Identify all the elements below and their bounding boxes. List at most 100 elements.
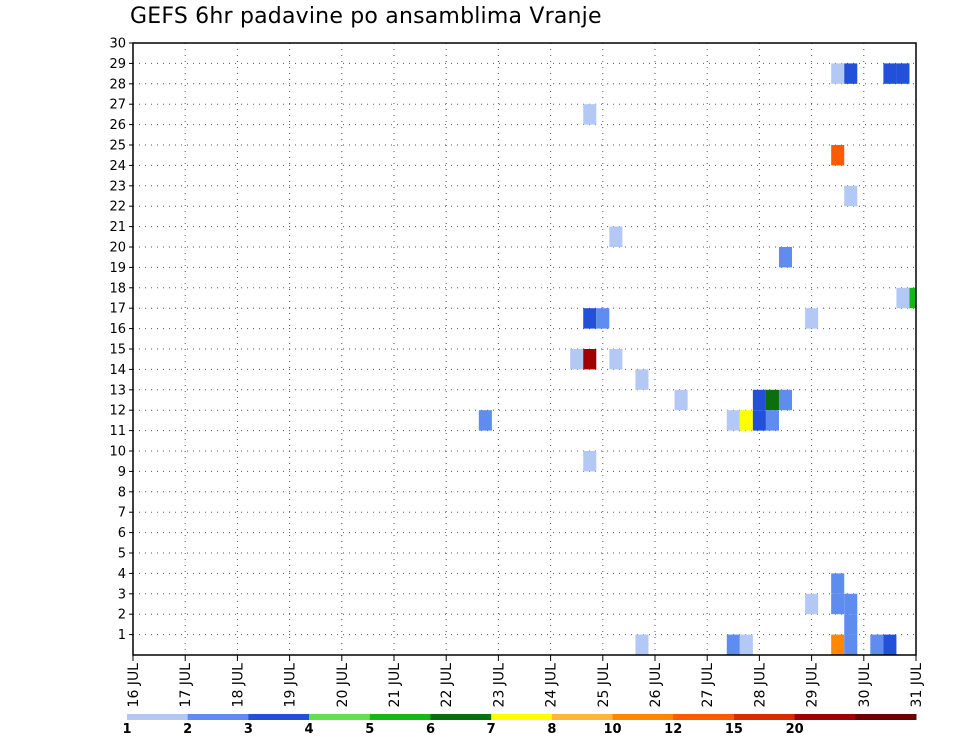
heatmap-cell bbox=[909, 288, 916, 308]
colorbar-segment bbox=[673, 714, 734, 720]
colorbar-segment bbox=[188, 714, 249, 720]
y-tick-label: 26 bbox=[109, 118, 126, 133]
colorbar-label: 1 bbox=[122, 722, 131, 737]
y-tick-label: 10 bbox=[109, 445, 126, 460]
plot-frame bbox=[133, 43, 916, 655]
x-tick-label: 22 JUL bbox=[439, 663, 455, 708]
y-tick-label: 17 bbox=[109, 302, 126, 317]
y-tick-label: 16 bbox=[109, 322, 126, 337]
heatmap-cell bbox=[883, 635, 896, 655]
colorbar: 1 2 3 4 5 6 7 8 10 12 15 20 bbox=[122, 714, 916, 737]
heatmap-cell bbox=[596, 308, 609, 328]
colorbar-label: 15 bbox=[725, 722, 743, 737]
colorbar-segment bbox=[552, 714, 613, 720]
colorbar-segment bbox=[370, 714, 431, 720]
x-tick-label: 25 JUL bbox=[596, 663, 612, 708]
heatmap-cell bbox=[740, 635, 753, 655]
heatmap-cell bbox=[896, 288, 909, 308]
colorbar-segment bbox=[430, 714, 491, 720]
colorbar-segment bbox=[734, 714, 795, 720]
y-tick-label: 7 bbox=[118, 506, 126, 521]
heatmap-cell bbox=[675, 390, 688, 410]
y-tick-label: 22 bbox=[109, 200, 126, 215]
heatmap-cell bbox=[831, 635, 844, 655]
heatmap-cell bbox=[635, 635, 648, 655]
heatmap-cell bbox=[635, 369, 648, 389]
heatmap-cell bbox=[583, 451, 596, 471]
colorbar-label: 7 bbox=[487, 722, 496, 737]
colorbar-label: 20 bbox=[786, 722, 804, 737]
heatmap-cell bbox=[766, 390, 779, 410]
colorbar-segment bbox=[491, 714, 552, 720]
colorbar-label: 6 bbox=[426, 722, 435, 737]
colorbar-label: 8 bbox=[547, 722, 556, 737]
y-tick-label: 6 bbox=[118, 526, 126, 541]
heatmap-cell bbox=[583, 104, 596, 124]
x-tick-label: 28 JUL bbox=[752, 663, 768, 708]
y-tick-label: 12 bbox=[109, 404, 126, 419]
y-tick-label: 14 bbox=[109, 363, 126, 378]
y-tick-label: 25 bbox=[109, 139, 126, 154]
colorbar-label: 3 bbox=[244, 722, 253, 737]
heatmap-cell bbox=[583, 308, 596, 328]
heatmap-cell bbox=[753, 410, 766, 430]
heatmap-cell bbox=[844, 186, 857, 206]
x-tick-label: 19 JUL bbox=[283, 663, 299, 708]
y-tick-label: 18 bbox=[109, 281, 126, 296]
heatmap-cell bbox=[583, 349, 596, 369]
y-tick-label: 2 bbox=[118, 608, 126, 623]
y-tick-label: 21 bbox=[109, 220, 126, 235]
colorbar-label: 5 bbox=[365, 722, 374, 737]
colorbar-label: 2 bbox=[183, 722, 192, 737]
y-tick-label: 15 bbox=[109, 343, 126, 358]
heatmap-cell bbox=[883, 63, 896, 83]
y-tick-label: 20 bbox=[109, 241, 126, 256]
y-tick-label: 9 bbox=[118, 465, 126, 480]
heatmap-cell bbox=[609, 349, 622, 369]
colorbar-label: 10 bbox=[603, 722, 621, 737]
heatmap-cell bbox=[740, 410, 753, 430]
colorbar-label: 12 bbox=[664, 722, 682, 737]
colorbar-label: 4 bbox=[305, 722, 314, 737]
colorbar-segment bbox=[309, 714, 370, 720]
y-tick-label: 3 bbox=[118, 587, 126, 602]
x-tick-label: 30 JUL bbox=[857, 663, 873, 708]
y-tick-label: 27 bbox=[109, 98, 126, 113]
heatmap-cell bbox=[753, 390, 766, 410]
x-axis: 16 JUL 17 JUL 18 JUL 19 JUL 20 JUL 21 JUL 22 J… bbox=[126, 655, 925, 707]
y-tick-label: 1 bbox=[118, 628, 126, 643]
heatmap-cell bbox=[844, 594, 857, 614]
y-tick-label: 11 bbox=[109, 424, 126, 439]
x-tick-label: 20 JUL bbox=[335, 663, 351, 708]
heatmap-cell bbox=[479, 410, 492, 430]
x-tick-label: 17 JUL bbox=[178, 663, 194, 708]
x-tick-label: 26 JUL bbox=[648, 663, 664, 708]
x-tick-label: 23 JUL bbox=[491, 663, 507, 708]
x-tick-label: 31 JUL bbox=[909, 663, 925, 708]
heatmap-cell bbox=[766, 410, 779, 430]
heatmap-cell bbox=[805, 594, 818, 614]
heatmap-cell bbox=[779, 247, 792, 267]
y-tick-label: 5 bbox=[118, 547, 126, 562]
grid-lines bbox=[133, 43, 916, 655]
y-tick-label: 24 bbox=[109, 159, 126, 174]
colorbar-segment bbox=[127, 714, 188, 720]
heatmap-cell bbox=[870, 635, 883, 655]
heatmap-cell bbox=[831, 145, 844, 165]
heatmap-cell bbox=[831, 63, 844, 83]
heatmap-cell bbox=[831, 594, 844, 614]
colorbar-segment bbox=[855, 714, 916, 720]
heatmap-cell bbox=[805, 308, 818, 328]
y-tick-label: 29 bbox=[109, 57, 126, 72]
colorbar-segment bbox=[248, 714, 309, 720]
colorbar-segment bbox=[613, 714, 674, 720]
heatmap-cell bbox=[779, 390, 792, 410]
y-tick-label: 19 bbox=[109, 261, 126, 276]
y-tick-label: 28 bbox=[109, 77, 126, 92]
y-axis: 1234567891011121314151617181920212223242… bbox=[109, 37, 133, 644]
y-tick-label: 8 bbox=[118, 485, 126, 500]
x-tick-label: 21 JUL bbox=[387, 663, 403, 708]
heatmap-cell bbox=[896, 63, 909, 83]
x-tick-label: 29 JUL bbox=[805, 663, 821, 708]
